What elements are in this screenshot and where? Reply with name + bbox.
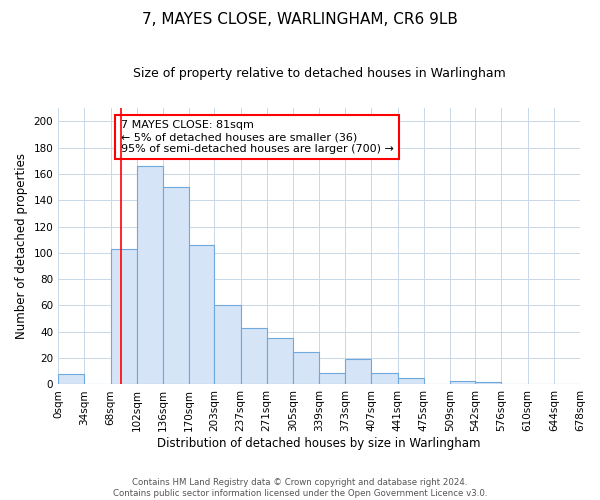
Bar [189, 245, 214, 384]
Bar [241, 328, 267, 384]
Bar [475, 382, 502, 384]
Bar [58, 374, 85, 384]
Text: 7, MAYES CLOSE, WARLINGHAM, CR6 9LB: 7, MAYES CLOSE, WARLINGHAM, CR6 9LB [142, 12, 458, 28]
Title: Size of property relative to detached houses in Warlingham: Size of property relative to detached ho… [133, 68, 505, 80]
X-axis label: Distribution of detached houses by size in Warlingham: Distribution of detached houses by size … [157, 437, 481, 450]
Bar [398, 378, 424, 384]
Text: Contains HM Land Registry data © Crown copyright and database right 2024.
Contai: Contains HM Land Registry data © Crown c… [113, 478, 487, 498]
Text: 7 MAYES CLOSE: 81sqm
← 5% of detached houses are smaller (36)
95% of semi-detach: 7 MAYES CLOSE: 81sqm ← 5% of detached ho… [121, 120, 394, 154]
Bar [214, 306, 241, 384]
Bar [371, 372, 398, 384]
Bar [450, 380, 475, 384]
Bar [163, 187, 189, 384]
Bar [345, 360, 371, 384]
Bar [137, 166, 163, 384]
Bar [319, 372, 345, 384]
Bar [293, 352, 319, 384]
Bar [267, 338, 293, 384]
Bar [110, 249, 137, 384]
Y-axis label: Number of detached properties: Number of detached properties [15, 154, 28, 340]
